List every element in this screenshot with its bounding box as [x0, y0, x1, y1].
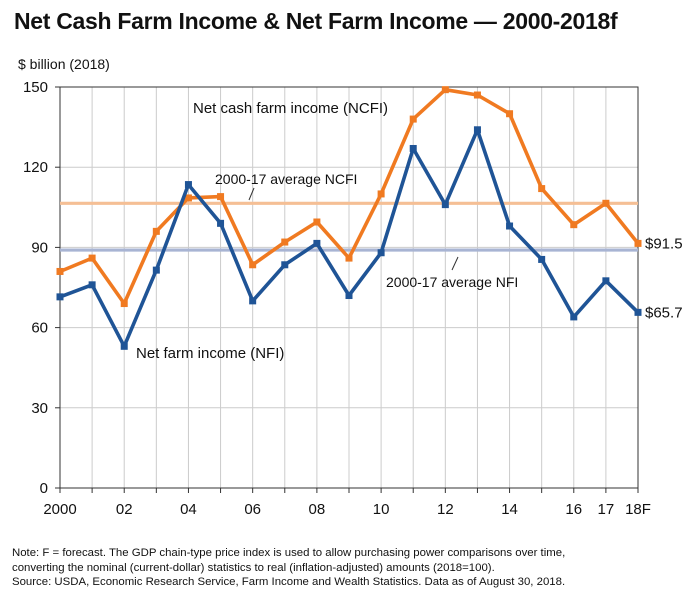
data-point	[634, 239, 642, 247]
data-point	[570, 313, 578, 321]
data-point	[506, 222, 514, 230]
y-tick-label: 150	[23, 79, 48, 96]
x-tick-label: 17	[598, 501, 615, 518]
end-value-label: $91.5	[645, 235, 683, 252]
x-tick-label: 10	[373, 501, 390, 518]
data-point	[217, 219, 225, 227]
average-ncfi-leader	[248, 187, 255, 201]
y-tick-label: 30	[31, 400, 48, 417]
series-label-ncfi: Net cash farm income (NCFI)	[193, 100, 388, 117]
data-point	[473, 126, 481, 134]
data-point	[570, 221, 578, 229]
x-tick-label: 14	[501, 501, 518, 518]
end-value-label: $65.7	[645, 304, 683, 321]
series-label-nfi: Net farm income (NFI)	[136, 345, 284, 362]
data-point	[88, 254, 96, 262]
data-point	[506, 110, 514, 118]
data-point	[217, 193, 225, 201]
y-axis-unit-label: $ billion (2018)	[18, 56, 110, 72]
data-point	[152, 266, 160, 274]
x-tick-label: 16	[565, 501, 582, 518]
y-tick-label: 0	[40, 480, 48, 497]
data-point	[634, 308, 642, 316]
data-point	[120, 342, 128, 350]
data-point	[313, 239, 321, 247]
data-point	[441, 86, 449, 94]
data-point	[281, 238, 289, 246]
y-tick-label: 90	[31, 239, 48, 256]
chart-title: Net Cash Farm Income & Net Farm Income —…	[14, 8, 618, 34]
data-point	[281, 261, 289, 269]
data-point	[184, 181, 192, 189]
data-point	[56, 293, 64, 301]
data-point	[184, 194, 192, 202]
x-tick-label: 04	[180, 501, 197, 518]
chart-notes: Note: F = forecast. The GDP chain-type p…	[12, 546, 692, 590]
y-tick-label: 60	[31, 320, 48, 337]
average-nfi-leader	[451, 256, 459, 271]
data-point	[538, 185, 546, 193]
x-tick-label: 12	[437, 501, 454, 518]
x-tick-label: 08	[309, 501, 326, 518]
data-point	[56, 267, 64, 275]
data-point	[120, 300, 128, 308]
data-point	[602, 277, 610, 285]
data-point	[377, 190, 385, 198]
data-point	[345, 292, 353, 300]
data-point	[473, 91, 481, 99]
data-point	[249, 297, 257, 305]
average-ncfi-label: 2000-17 average NCFI	[215, 171, 357, 187]
data-point	[409, 115, 417, 123]
data-point	[602, 199, 610, 207]
y-tick-label: 120	[23, 159, 48, 176]
data-point	[409, 144, 417, 152]
data-point	[538, 255, 546, 263]
line-chart: 0 30 60 90 120 150 2000 02 04 06 08 10 12 14 16 17 18F $9…	[23, 79, 683, 518]
data-point	[345, 254, 353, 262]
data-point	[377, 249, 385, 257]
data-point	[313, 218, 321, 226]
x-tick-label: 06	[244, 501, 261, 518]
note-line-2: converting the nominal (current-dollar) …	[12, 561, 495, 574]
note-line-1: Note: F = forecast. The GDP chain-type p…	[12, 547, 566, 559]
x-tick-label: 2000	[43, 501, 76, 518]
data-point	[88, 281, 96, 289]
x-tick-label: 02	[116, 501, 133, 518]
x-tick-label: 18F	[625, 501, 651, 518]
note-line-3: Source: USDA, Economic Research Service,…	[12, 576, 566, 588]
data-point	[152, 227, 160, 235]
data-point	[441, 201, 449, 209]
average-nfi-label: 2000-17 average NFI	[386, 274, 518, 290]
data-point	[249, 261, 257, 269]
